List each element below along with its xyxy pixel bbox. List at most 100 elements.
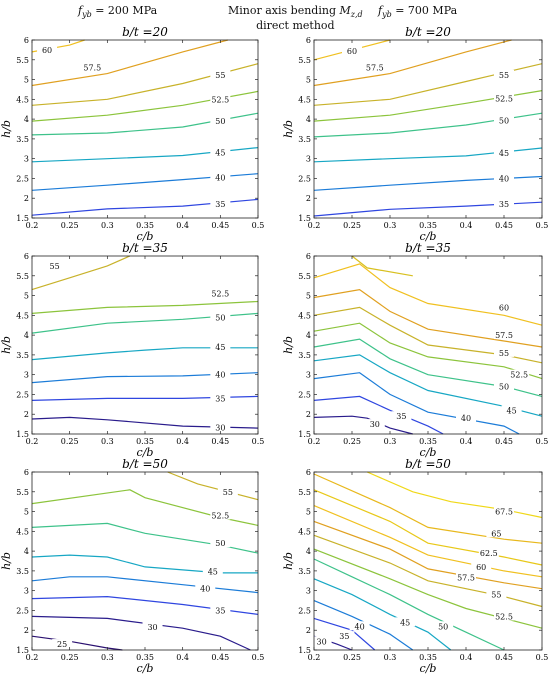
y-tick-label: 5 bbox=[306, 508, 311, 517]
contour-label-bg bbox=[210, 116, 231, 126]
contour-label-bg bbox=[494, 148, 514, 158]
contour-label-bg bbox=[494, 611, 514, 621]
header-left-symbol: f bbox=[78, 4, 83, 17]
contour-label-bg bbox=[456, 572, 476, 582]
x-axis-label: c/b bbox=[420, 446, 437, 459]
contour-label-bg bbox=[391, 411, 412, 421]
y-axis-label: h/b bbox=[0, 552, 13, 570]
contour-label: 60 bbox=[347, 47, 357, 56]
x-tick-label: 0.2 bbox=[26, 437, 39, 446]
y-tick-label: 4 bbox=[24, 547, 29, 556]
contour-label: 55 bbox=[215, 71, 225, 80]
axes-frame bbox=[31, 39, 259, 219]
contour-label: 35 bbox=[215, 394, 225, 403]
contour-label-bg bbox=[486, 589, 507, 599]
x-tick-label: 0.45 bbox=[211, 437, 229, 446]
contour-line bbox=[313, 415, 413, 435]
contour-label: 45 bbox=[507, 406, 517, 415]
contour-line bbox=[351, 255, 413, 277]
y-tick-label: 5.5 bbox=[298, 56, 311, 65]
contour-label: 50 bbox=[499, 383, 509, 392]
contour-label-bg bbox=[52, 639, 73, 649]
contour-label: 57.5 bbox=[457, 574, 475, 583]
contour-label: 50 bbox=[215, 117, 225, 126]
contour-label: 50 bbox=[215, 539, 225, 548]
contour-label-bg bbox=[456, 413, 476, 423]
contour-line bbox=[31, 576, 259, 594]
contour-label-bg bbox=[210, 422, 231, 432]
contour-label-bg bbox=[494, 347, 514, 357]
y-tick-label: 3.5 bbox=[16, 351, 29, 360]
contour-line bbox=[313, 578, 452, 651]
x-tick-label: 0.25 bbox=[61, 653, 79, 662]
header-center-subscript: z,d bbox=[350, 10, 363, 20]
panel-title: b/t =50 bbox=[122, 457, 168, 471]
x-tick-label: 0.3 bbox=[384, 221, 397, 230]
contour-label-bg bbox=[509, 369, 530, 379]
y-tick-label: 2 bbox=[306, 626, 311, 635]
x-tick-label: 0.2 bbox=[26, 221, 39, 230]
contour-line bbox=[31, 522, 259, 554]
contour-label-bg bbox=[471, 561, 492, 571]
y-tick-label: 3.5 bbox=[16, 135, 29, 144]
contour-label-bg bbox=[217, 486, 238, 496]
contour-label: 45 bbox=[499, 149, 509, 158]
contour-line bbox=[313, 505, 543, 578]
y-tick-label: 5 bbox=[306, 76, 311, 85]
x-tick-label: 0.4 bbox=[176, 221, 189, 230]
y-tick-label: 4 bbox=[24, 115, 29, 124]
contour-label: 50 bbox=[438, 622, 448, 631]
x-axis-label: c/b bbox=[420, 662, 437, 675]
x-tick-label: 0.35 bbox=[136, 221, 154, 230]
x-tick-label: 0.3 bbox=[384, 653, 397, 662]
contour-label-bg bbox=[202, 566, 223, 576]
contour-line bbox=[313, 534, 543, 608]
contour-label: 67.5 bbox=[495, 508, 513, 517]
contour-label: 52.5 bbox=[211, 290, 229, 299]
contour-line bbox=[313, 473, 543, 544]
contour-label-bg bbox=[486, 528, 507, 538]
contour-label-bg bbox=[501, 405, 522, 415]
y-tick-label: 2.5 bbox=[298, 390, 311, 399]
y-tick-label: 4.5 bbox=[298, 95, 311, 104]
panel-title: b/t =50 bbox=[405, 457, 451, 471]
y-tick-label: 4.5 bbox=[298, 527, 311, 536]
x-tick-label: 0.4 bbox=[460, 221, 473, 230]
x-tick-label: 0.35 bbox=[419, 221, 437, 230]
contour-label: 45 bbox=[400, 618, 410, 627]
contour-label-bg bbox=[342, 46, 362, 56]
contour-label-bg bbox=[494, 198, 514, 208]
x-tick-label: 0.25 bbox=[343, 653, 361, 662]
contour-label-bg bbox=[195, 583, 216, 593]
x-axis-label: c/b bbox=[137, 662, 154, 675]
y-tick-label: 2.5 bbox=[16, 606, 29, 615]
x-tick-label: 0.5 bbox=[252, 221, 265, 230]
contour-label-bg bbox=[349, 621, 370, 631]
contour-label-bg bbox=[210, 393, 231, 403]
y-tick-label: 3.5 bbox=[298, 351, 311, 360]
panel-title: b/t =20 bbox=[122, 25, 168, 39]
header-center: Minor axis bending Mz,d direct method bbox=[228, 4, 363, 32]
contour-label-bg bbox=[494, 330, 514, 340]
y-tick-label: 5.5 bbox=[298, 272, 311, 281]
x-tick-label: 0.3 bbox=[384, 437, 397, 446]
x-tick-label: 0.3 bbox=[101, 221, 114, 230]
y-tick-label: 4 bbox=[306, 547, 311, 556]
header-right: fyb = 700 MPa bbox=[378, 4, 457, 19]
header-right-subscript: yb bbox=[382, 10, 392, 20]
y-tick-label: 3.5 bbox=[16, 567, 29, 576]
contour-line bbox=[31, 347, 258, 361]
y-tick-label: 1.5 bbox=[16, 430, 29, 439]
x-tick-label: 0.35 bbox=[419, 437, 437, 446]
contour-label-bg bbox=[334, 631, 355, 641]
x-tick-label: 0.25 bbox=[61, 221, 79, 230]
contour-label-bg bbox=[494, 506, 514, 516]
x-tick-label: 0.5 bbox=[536, 437, 549, 446]
contour-label-bg bbox=[494, 93, 514, 103]
y-tick-label: 2 bbox=[306, 194, 311, 203]
contour-line bbox=[31, 39, 229, 87]
y-tick-label: 1.5 bbox=[16, 646, 29, 655]
contour-label: 35 bbox=[396, 412, 406, 421]
